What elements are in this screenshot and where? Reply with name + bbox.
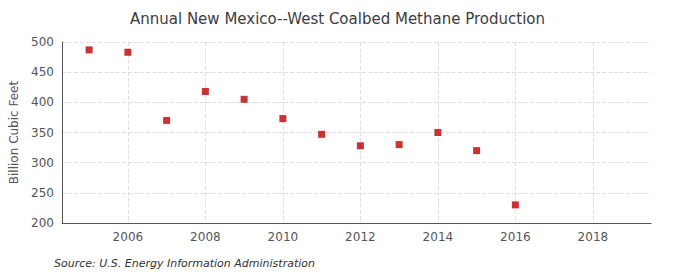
svg-text:250: 250 <box>31 186 54 200</box>
svg-text:2018: 2018 <box>578 230 609 244</box>
svg-text:450: 450 <box>31 65 54 79</box>
svg-text:200: 200 <box>31 216 54 230</box>
svg-text:500: 500 <box>31 35 54 49</box>
svg-text:Annual New Mexico--West Coalbe: Annual New Mexico--West Coalbed Methane … <box>130 10 545 28</box>
svg-text:300: 300 <box>31 156 54 170</box>
svg-text:350: 350 <box>31 126 54 140</box>
svg-text:2016: 2016 <box>500 230 531 244</box>
svg-text:Billion Cubic Feet: Billion Cubic Feet <box>7 81 21 185</box>
svg-text:Source: U.S. Energy Informatio: Source: U.S. Energy Information Administ… <box>54 257 315 270</box>
svg-text:2014: 2014 <box>423 230 454 244</box>
svg-text:2012: 2012 <box>345 230 376 244</box>
svg-text:400: 400 <box>31 95 54 109</box>
svg-text:2010: 2010 <box>268 230 299 244</box>
svg-text:2006: 2006 <box>113 230 144 244</box>
svg-text:2008: 2008 <box>190 230 221 244</box>
